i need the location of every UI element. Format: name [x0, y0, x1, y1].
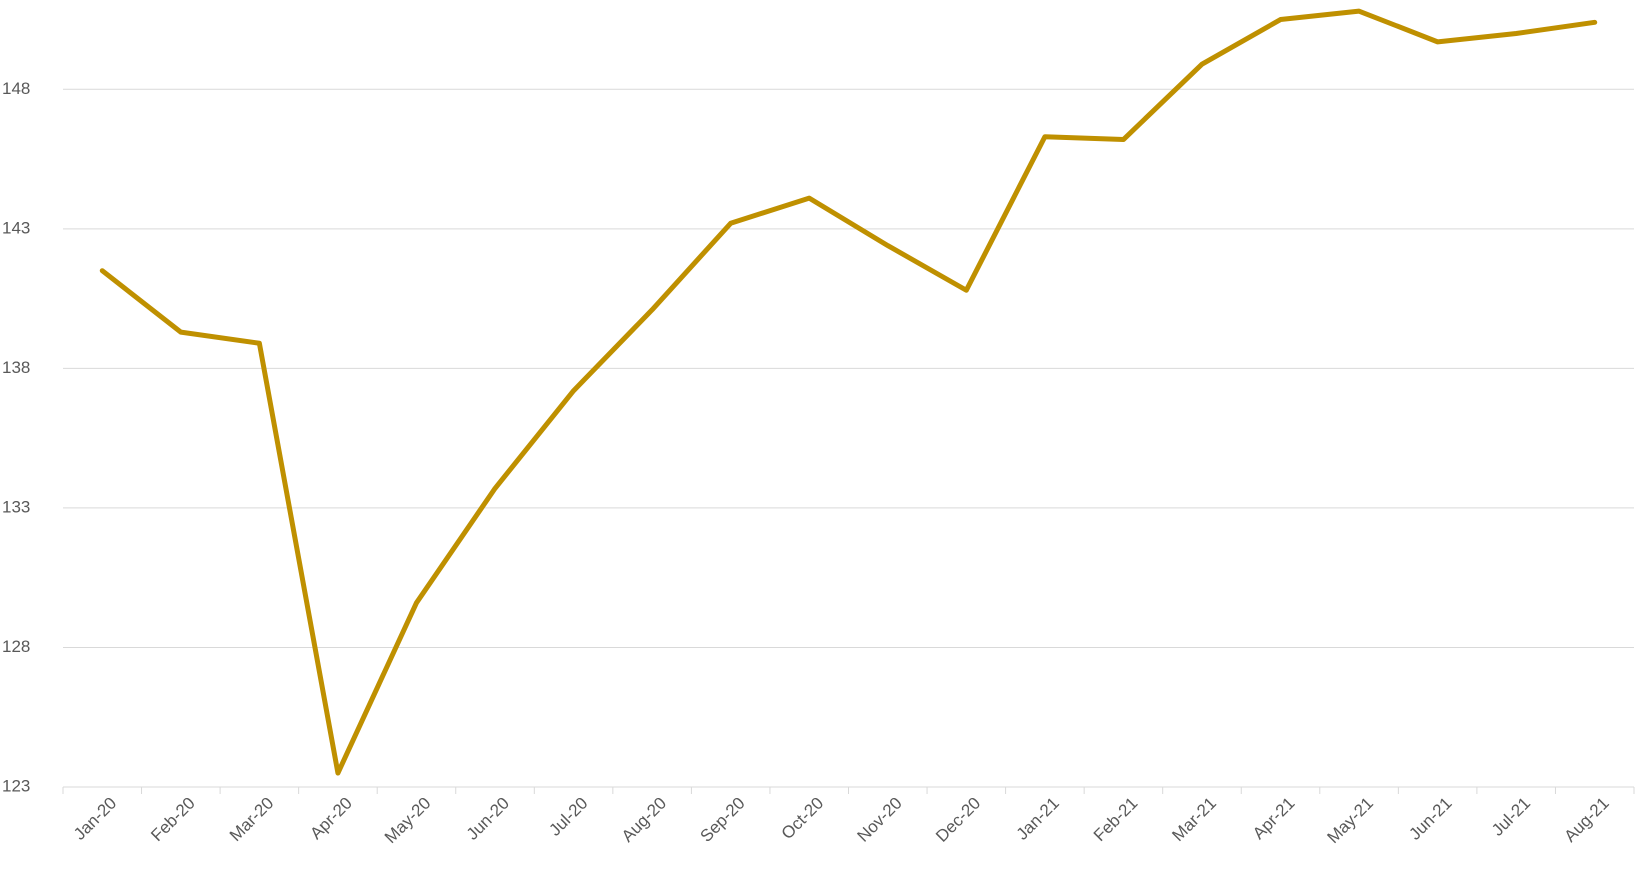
- x-tick-label: Jun-20: [463, 794, 513, 844]
- x-tick-label: Oct-20: [778, 794, 828, 844]
- y-tick-label: 138: [2, 358, 30, 377]
- x-tick-label: Jan-20: [70, 794, 120, 844]
- x-tick-label: Jul-20: [545, 794, 591, 840]
- x-tick-label: Aug-20: [618, 794, 670, 846]
- x-tick-label: Mar-20: [226, 794, 278, 846]
- y-tick-label: 123: [2, 776, 30, 795]
- x-tick-label: Jan-21: [1013, 794, 1063, 844]
- x-tick-label: Feb-20: [147, 794, 199, 846]
- line-series: [99, 8, 1598, 776]
- x-tick-label: Sep-20: [696, 794, 748, 846]
- x-tick-label: Apr-20: [306, 794, 356, 844]
- x-tick-label: Jul-21: [1488, 794, 1534, 840]
- x-tick-label: Feb-21: [1090, 794, 1142, 846]
- y-tick-label: 148: [2, 79, 30, 98]
- x-tick-label: Apr-21: [1249, 794, 1299, 844]
- x-tick-label: May-20: [381, 794, 435, 848]
- x-tick-label: Nov-20: [854, 794, 906, 846]
- y-tick-label: 133: [2, 497, 30, 516]
- x-tick-label: May-21: [1324, 794, 1378, 848]
- x-tick-label: Jun-21: [1405, 794, 1455, 844]
- y-tick-label: 128: [2, 637, 30, 656]
- x-tick-label: Aug-21: [1561, 794, 1613, 846]
- x-tick-label: Mar-21: [1168, 794, 1220, 846]
- x-tick-label: Dec-20: [932, 794, 984, 846]
- y-tick-label: 143: [2, 218, 30, 237]
